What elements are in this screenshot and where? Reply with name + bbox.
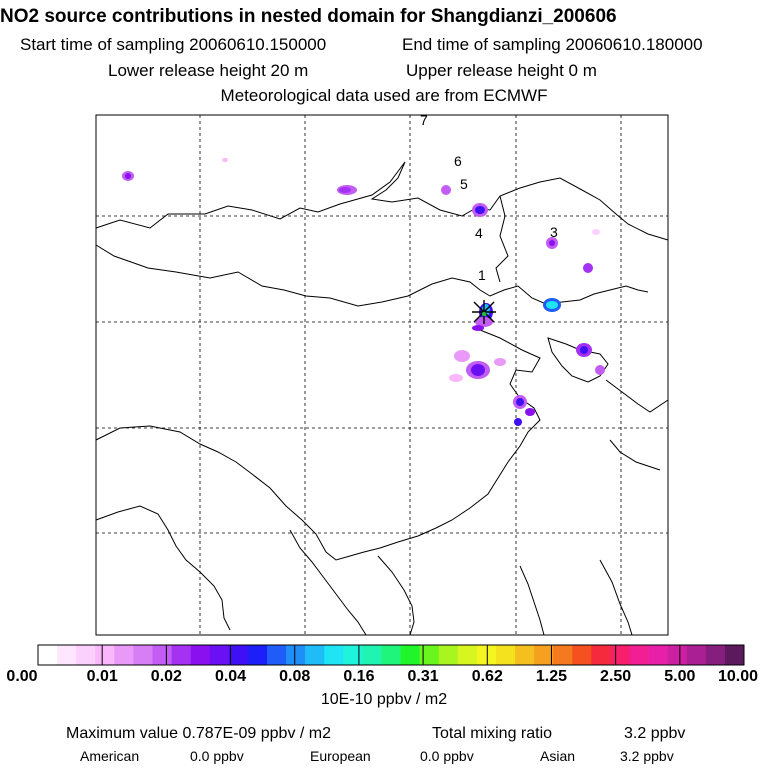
- colorbar-swatch: [343, 645, 363, 665]
- colorbar-tick: 0.62: [471, 668, 503, 685]
- total-mixing-label: Total mixing ratio: [432, 725, 553, 742]
- asian-value: 3.2 ppbv: [620, 748, 674, 764]
- traj-label-4: 4: [475, 225, 483, 241]
- colorbar-swatch: [76, 645, 96, 665]
- colorbar: [37, 644, 745, 666]
- colorbar-tick: 10.00: [717, 668, 759, 685]
- colorbar-swatch: [209, 645, 230, 665]
- colorbar-swatch: [400, 645, 420, 665]
- colorbar-swatch: [534, 645, 554, 665]
- colorbar-swatch: [152, 645, 172, 665]
- colorbar-unit: 10E-10 ppbv / m2: [320, 691, 448, 708]
- traj-label-5: 5: [460, 176, 468, 192]
- colorbar-swatch: [247, 645, 268, 665]
- colorbar-swatch: [419, 645, 439, 665]
- colorbar-swatch: [705, 645, 726, 665]
- trajectory-labels: 1 3 4 5 6 7: [420, 112, 558, 283]
- colorbar-tick: 2.50: [600, 668, 632, 685]
- colorbar-swatch: [381, 645, 401, 665]
- max-value-label: Maximum value 0.787E-09 ppbv / m2: [66, 725, 332, 742]
- colorbar-swatch: [572, 645, 592, 665]
- station-marker-icon: [472, 300, 496, 324]
- map-frame: [95, 114, 669, 636]
- colorbar-swatch: [610, 645, 630, 665]
- end-time-label: End time of sampling 20060610.180000: [402, 35, 703, 54]
- total-mixing-value: 3.2 ppbv: [624, 725, 686, 742]
- upper-release-label: Upper release height 0 m: [406, 61, 597, 80]
- traj-label-3: 3: [550, 224, 558, 240]
- start-time-label: Start time of sampling 20060610.150000: [20, 35, 327, 54]
- colorbar-swatch: [171, 645, 191, 665]
- european-value: 0.0 ppbv: [420, 748, 474, 764]
- colorbar-swatch: [495, 645, 516, 665]
- asian-label: Asian: [540, 748, 576, 764]
- colorbar-swatch: [133, 645, 153, 665]
- colorbar-swatch: [591, 645, 611, 665]
- colorbar-tick: 0.04: [214, 668, 247, 685]
- american-label: American: [80, 748, 140, 764]
- colorbar-tick: 0.16: [343, 668, 375, 685]
- colorbar-swatch: [190, 645, 211, 665]
- met-data-label: Meteorological data used are from ECMWF: [220, 86, 548, 105]
- traj-label-7: 7: [420, 112, 428, 128]
- colorbar-tick: 0.31: [407, 668, 439, 685]
- colorbar-swatch: [667, 645, 688, 665]
- colorbar-swatch: [648, 645, 668, 665]
- traj-label-6: 6: [454, 153, 462, 169]
- colorbar-swatch: [362, 645, 382, 665]
- coastlines-borders: [95, 161, 669, 636]
- colorbar-swatch: [515, 645, 535, 665]
- colorbar-tick: 0.01: [86, 668, 118, 685]
- colorbar-swatch: [438, 645, 459, 665]
- colorbar-swatch: [114, 645, 134, 665]
- colorbar-swatch: [324, 645, 344, 665]
- colorbar-swatch: [266, 645, 287, 665]
- concentration-field: [122, 158, 605, 426]
- colorbar-tick: 1.25: [535, 668, 568, 685]
- colorbar-swatch: [629, 645, 649, 665]
- american-value: 0.0 ppbv: [190, 748, 244, 764]
- colorbar-tick: 0.00: [6, 668, 38, 685]
- lower-release-label: Lower release height 20 m: [108, 61, 309, 80]
- colorbar-swatch: [457, 645, 478, 665]
- colorbar-swatch: [95, 645, 115, 665]
- colorbar-swatch: [57, 645, 77, 665]
- lat-lon-grid: [96, 115, 668, 635]
- colorbar-tick: 0.08: [279, 668, 311, 685]
- colorbar-swatch: [686, 645, 707, 665]
- colorbar-swatch: [553, 645, 573, 665]
- european-label: European: [310, 748, 371, 764]
- colorbar-swatch: [286, 645, 306, 665]
- colorbar-swatch: [38, 645, 58, 665]
- colorbar-tick: 0.02: [150, 668, 182, 685]
- colorbar-tick: 5.00: [664, 668, 696, 685]
- colorbar-swatch: [724, 645, 745, 665]
- plot-title: NO2 source contributions in nested domai…: [0, 6, 617, 27]
- traj-label-1: 1: [478, 267, 486, 283]
- colorbar-swatch: [228, 645, 249, 665]
- colorbar-swatch: [305, 645, 325, 665]
- colorbar-swatch: [476, 645, 497, 665]
